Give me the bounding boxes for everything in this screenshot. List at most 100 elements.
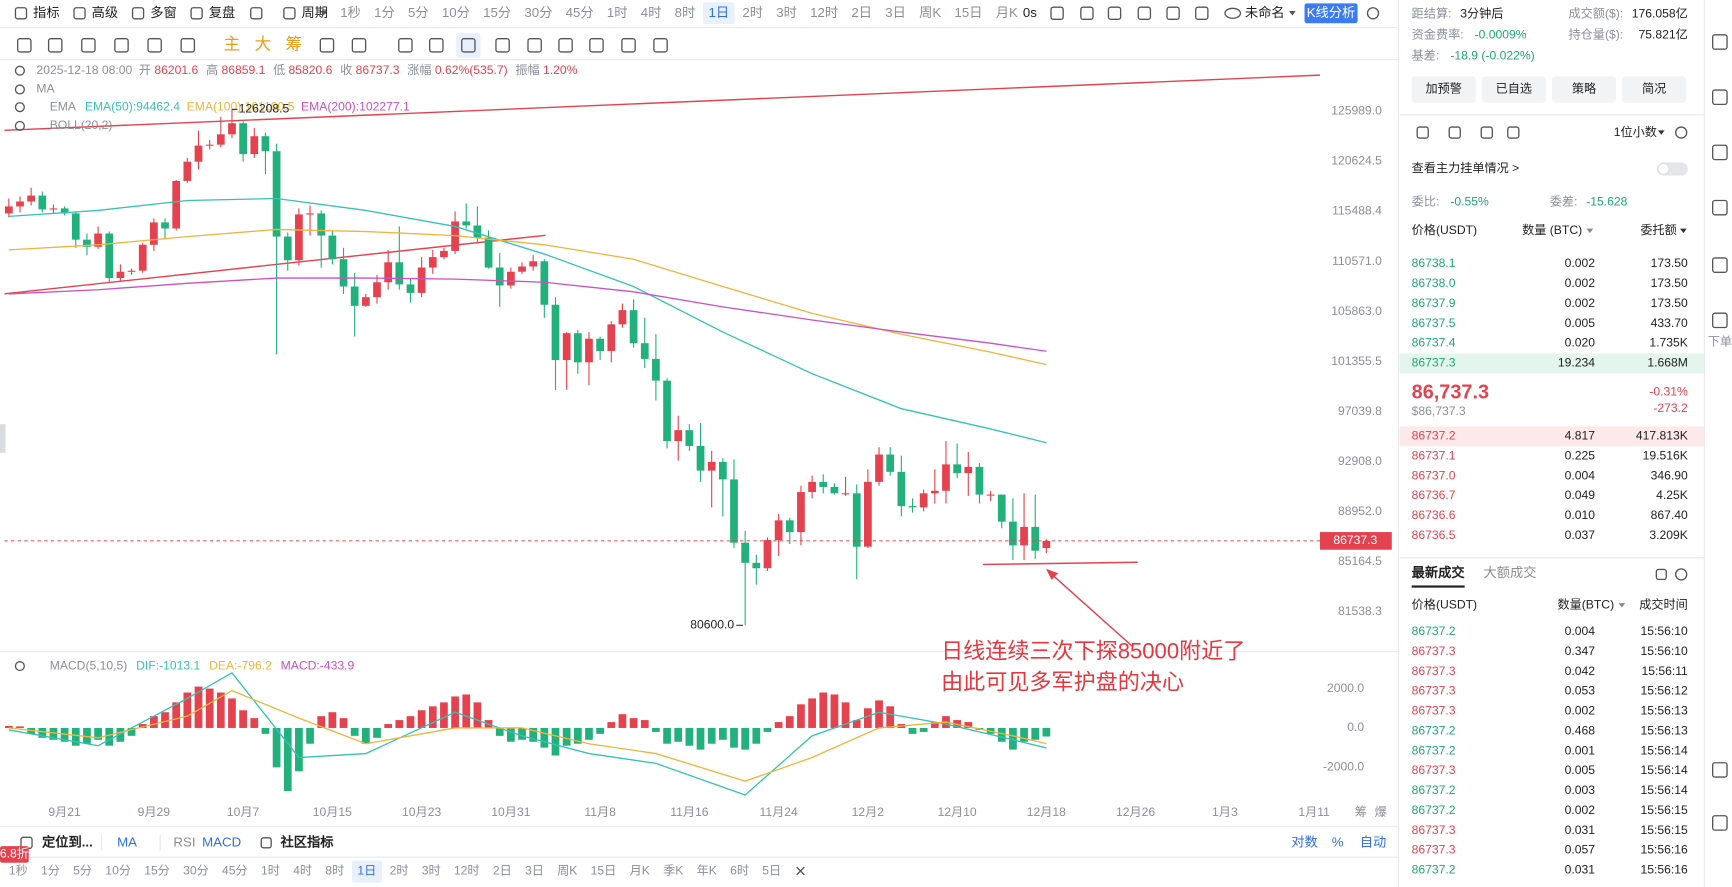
panel-button[interactable] xyxy=(1481,76,1546,103)
dropdown-caret[interactable] xyxy=(1586,228,1594,234)
decimals-select[interactable]: 1位小数 xyxy=(1614,124,1657,139)
period-option[interactable]: 30分 xyxy=(524,5,552,20)
period-option[interactable]: 1分 xyxy=(374,5,395,20)
period-option[interactable]: 2时 xyxy=(742,5,763,20)
period-option[interactable]: 3时 xyxy=(422,864,441,878)
period-option[interactable]: 1时 xyxy=(261,864,280,878)
panel-button-label[interactable]: 简况 xyxy=(1642,82,1666,96)
bid-price[interactable]: 86737.1 xyxy=(1412,448,1456,462)
visibility-toggle[interactable] xyxy=(14,120,25,132)
period-option[interactable]: 1时 xyxy=(607,5,628,20)
period-option[interactable]: 15分 xyxy=(483,5,511,20)
period-option[interactable]: 8时 xyxy=(675,5,696,20)
period-option[interactable]: 30分 xyxy=(183,864,209,878)
visibility-toggle[interactable] xyxy=(14,65,25,76)
ask-price[interactable]: 86737.9 xyxy=(1412,296,1456,310)
period-option[interactable]: 4时 xyxy=(293,864,312,878)
period-option[interactable]: 1日 xyxy=(709,5,730,20)
column-header[interactable]: 委托额 xyxy=(1640,223,1676,237)
ask-price[interactable]: 86737.5 xyxy=(1412,316,1456,330)
period-option[interactable]: 周K xyxy=(557,864,577,878)
bid-price[interactable]: 86736.7 xyxy=(1412,488,1456,502)
panel-button-label[interactable]: 已自选 xyxy=(1496,82,1532,96)
panel-button-label[interactable]: 加预警 xyxy=(1425,81,1461,96)
period-option[interactable]: 10分 xyxy=(105,864,131,878)
column-header[interactable]: 数量(BTC) xyxy=(1557,597,1614,612)
dropdown-caret[interactable] xyxy=(1680,228,1687,234)
bid-price[interactable]: 86736.6 xyxy=(1412,508,1456,522)
sidebar-order[interactable]: 下单 xyxy=(1708,335,1732,349)
column-header[interactable]: 数量 (BTC) xyxy=(1522,222,1582,237)
bid-price[interactable]: 86737.0 xyxy=(1412,468,1456,482)
chart-chip[interactable]: 大 xyxy=(255,35,272,54)
period-option[interactable]: 3日 xyxy=(885,5,906,20)
period-option[interactable]: 月K xyxy=(996,5,1018,20)
period-option[interactable]: 6时 xyxy=(730,864,749,878)
period-option[interactable]: 8时 xyxy=(325,864,344,878)
chart-chip[interactable]: 筹 xyxy=(286,35,303,54)
period-option[interactable]: 2日 xyxy=(851,5,872,20)
period-option[interactable]: 45分 xyxy=(222,864,248,878)
dropdown-caret[interactable] xyxy=(1618,603,1626,608)
period-option[interactable]: 10分 xyxy=(442,5,470,20)
period-option[interactable]: 15日 xyxy=(591,864,617,878)
visibility-toggle[interactable] xyxy=(14,660,25,672)
period-option[interactable]: 5日 xyxy=(762,864,781,878)
chart-chip[interactable]: 主 xyxy=(224,35,241,54)
settings-icon[interactable] xyxy=(1675,568,1688,581)
period-option[interactable]: 15日 xyxy=(955,5,983,20)
indicator-tab[interactable]: RSI xyxy=(173,834,195,849)
settings-icon[interactable] xyxy=(1675,126,1688,139)
axis-corner[interactable]: 筹 xyxy=(1355,805,1367,819)
ask-price[interactable]: 86738.1 xyxy=(1412,256,1456,270)
dropdown-caret[interactable] xyxy=(1657,130,1665,135)
scale-option[interactable]: 自动 xyxy=(1360,834,1387,849)
dropdown-caret[interactable] xyxy=(320,11,327,16)
period-option[interactable]: 1秒 xyxy=(340,5,361,20)
period-option[interactable]: 2时 xyxy=(390,864,409,878)
panel-button[interactable] xyxy=(1551,76,1617,103)
analysis-button-label[interactable]: K线分析 xyxy=(1307,5,1356,20)
panel-button[interactable] xyxy=(1411,76,1476,103)
period-option[interactable]: 45分 xyxy=(566,5,594,20)
period-option[interactable]: 5分 xyxy=(73,864,92,878)
period-option[interactable]: 5分 xyxy=(408,5,429,20)
period-option[interactable]: 12时 xyxy=(454,864,480,878)
period-option[interactable]: 年K xyxy=(697,864,717,878)
panel-button[interactable] xyxy=(1622,76,1687,103)
period-option[interactable]: 1秒 xyxy=(9,864,28,878)
toolbar-item[interactable]: 高级 xyxy=(92,4,119,20)
trades-tab[interactable]: 最新成交 xyxy=(1412,564,1466,580)
scale-option[interactable]: % xyxy=(1332,834,1344,849)
scale-option[interactable]: 对数 xyxy=(1291,834,1318,849)
layout-name[interactable]: 未命名 xyxy=(1245,4,1285,20)
trades-tab[interactable]: 大额成交 xyxy=(1483,564,1536,580)
close-icon[interactable] xyxy=(796,866,805,876)
bid-price[interactable]: 86737.2 xyxy=(1412,429,1456,443)
visibility-toggle[interactable] xyxy=(14,102,25,113)
period-option[interactable]: 3时 xyxy=(776,5,797,20)
dropdown-caret[interactable] xyxy=(1289,11,1296,16)
period-option[interactable]: 季K xyxy=(663,864,683,878)
indicator-tab[interactable]: 社区指标 xyxy=(280,833,334,849)
toolbar-item[interactable]: 复盘 xyxy=(209,4,236,20)
period-option[interactable]: 月K xyxy=(630,864,650,878)
indicator-tab[interactable]: MACD xyxy=(202,834,241,849)
toolbar-item[interactable]: 指标 xyxy=(33,5,60,20)
period-option[interactable]: 周K xyxy=(919,5,941,20)
indicator-tab[interactable]: 定位到... xyxy=(42,833,93,849)
side-handle[interactable] xyxy=(0,424,6,453)
period-option[interactable]: 1分 xyxy=(41,864,60,878)
toolbar-item[interactable]: 周期 xyxy=(302,5,329,20)
period-option[interactable]: 2日 xyxy=(493,864,512,878)
period-option[interactable]: 15分 xyxy=(144,864,170,878)
ask-price[interactable]: 86738.0 xyxy=(1412,276,1456,290)
bid-price[interactable]: 86736.5 xyxy=(1412,528,1456,542)
period-option[interactable]: 3日 xyxy=(525,864,544,878)
period-option[interactable]: 4时 xyxy=(641,5,662,20)
visibility-toggle[interactable] xyxy=(14,84,25,95)
analysis-button[interactable] xyxy=(1304,3,1358,24)
period-option[interactable]: 12时 xyxy=(810,5,838,20)
main-orders-link[interactable]: 查看主力挂单情况 > xyxy=(1412,161,1520,175)
toolbar-item[interactable]: 多窗 xyxy=(150,4,177,20)
